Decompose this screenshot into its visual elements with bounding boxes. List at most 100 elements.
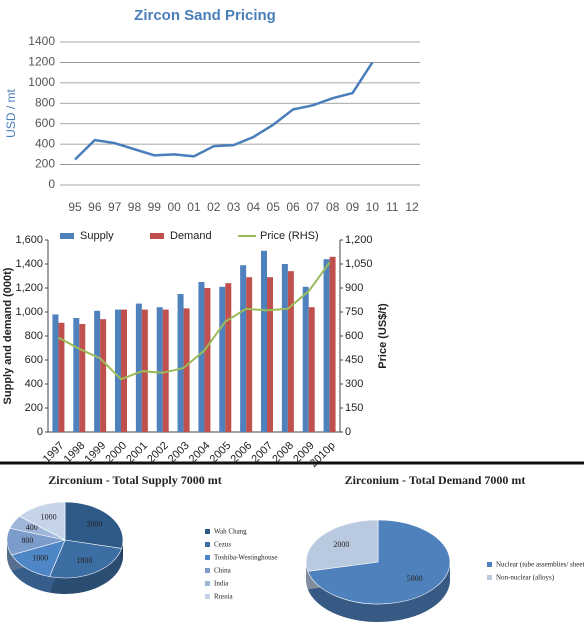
- bar: [94, 310, 101, 432]
- bar: [121, 309, 127, 432]
- x-tick-label: 96: [88, 200, 102, 214]
- slice-label: 5000: [407, 574, 423, 583]
- legend-label: Supply: [80, 230, 114, 242]
- y2-tick-label: 600: [345, 330, 363, 342]
- y2-tick-label: 150: [345, 402, 363, 414]
- y-tick-label: 800: [25, 330, 43, 342]
- slice-label: 1800: [76, 556, 92, 565]
- bar: [162, 309, 169, 432]
- slice-label: 400: [26, 523, 38, 532]
- price-line: [74, 61, 374, 161]
- x-tick-label: 12: [405, 200, 419, 214]
- slice-label: 2000: [86, 519, 102, 528]
- bar: [100, 319, 107, 432]
- bar: [267, 277, 273, 432]
- x-tick-label: 06: [286, 200, 300, 214]
- bar: [281, 264, 288, 432]
- y-axis-label: USD / mt: [4, 89, 18, 138]
- x-tick-label: 01: [187, 200, 201, 214]
- y-tick-label: 200: [25, 402, 43, 414]
- x-tick-label: 00: [167, 200, 181, 214]
- y-tick-label: 400: [25, 378, 43, 390]
- slice: [11, 539, 66, 577]
- legend-swatch: [487, 562, 492, 567]
- legend-swatch: [150, 233, 164, 239]
- bar: [135, 303, 142, 432]
- y-tick-label: 200: [35, 157, 55, 171]
- y-tick-label: 1,200: [15, 282, 43, 294]
- bar: [287, 271, 294, 432]
- price-line: [57, 261, 331, 381]
- bar: [198, 282, 205, 432]
- legend-label: China: [214, 567, 232, 575]
- legend-label: Demand: [170, 230, 212, 242]
- x-tick-label: 03: [227, 200, 241, 214]
- x-tick-label: 07: [306, 200, 320, 214]
- slice: [49, 539, 122, 579]
- y2-tick-label: 900: [345, 282, 363, 294]
- legend-swatch: [487, 575, 492, 580]
- y-tick-label: 1,400: [15, 258, 43, 270]
- legend-label: Price (RHS): [260, 230, 319, 242]
- slice: [305, 519, 379, 572]
- y2-tick-label: 750: [345, 306, 363, 318]
- bar: [302, 286, 309, 432]
- x-tick-label: 09: [346, 200, 360, 214]
- legend-swatch: [205, 594, 210, 599]
- y-tick-label: 1,000: [15, 306, 43, 318]
- bar: [177, 294, 184, 432]
- bar: [115, 309, 121, 432]
- bar: [183, 308, 190, 432]
- x-tick-label: 95: [68, 200, 82, 214]
- legend-swatch: [60, 233, 74, 239]
- y-axis-label: Supply and demand (000t): [2, 267, 14, 404]
- legend-label: Cezus: [214, 541, 231, 549]
- x-tick-label: 11: [386, 200, 399, 214]
- legend-swatch: [205, 581, 210, 586]
- legend-swatch: [205, 529, 210, 534]
- legend-label: Toshiba-Westinghouse: [214, 554, 278, 562]
- chart-title: Zirconium - Total Supply 7000 mt: [48, 473, 221, 487]
- y-tick-label: 1400: [28, 34, 55, 48]
- bar: [73, 318, 80, 432]
- bar: [156, 307, 163, 432]
- bar: [58, 322, 65, 432]
- slice: [64, 501, 124, 549]
- legend-swatch: [205, 555, 210, 560]
- y-tick-label: 0: [37, 426, 43, 438]
- slice-label: 2000: [333, 540, 349, 549]
- y-tick-label: 800: [35, 95, 55, 109]
- slice: [307, 519, 451, 605]
- bar: [52, 314, 59, 432]
- y-tick-label: 1200: [28, 55, 55, 69]
- y-tick-label: 1,600: [15, 234, 43, 246]
- bar: [329, 256, 336, 432]
- y-tick-label: 400: [35, 136, 55, 150]
- x-tick-label: 98: [128, 200, 142, 214]
- y2-tick-label: 300: [345, 378, 363, 390]
- chart-title: Zirconium - Total Demand 7000 mt: [345, 473, 526, 487]
- bar: [308, 307, 315, 432]
- x-tick-label: 97: [108, 200, 122, 214]
- x-tick-label: 05: [267, 200, 281, 214]
- y2-tick-label: 1,200: [345, 234, 373, 246]
- x-tick-label: 08: [326, 200, 340, 214]
- chart-title: Zircon Sand Pricing: [134, 7, 276, 24]
- x-tick-label: 02: [207, 200, 221, 214]
- y2-tick-label: 1,050: [345, 258, 373, 270]
- legend-label: Wah Chang: [214, 528, 247, 536]
- y-tick-label: 0: [48, 177, 55, 191]
- y-tick-label: 600: [35, 116, 55, 130]
- y2-axis-label: Price (US$/t): [377, 303, 389, 369]
- legend-label: Russia: [214, 593, 234, 601]
- bar: [261, 250, 267, 432]
- legend-swatch: [205, 568, 210, 573]
- bar: [225, 283, 232, 432]
- bar: [79, 324, 86, 432]
- bar: [204, 288, 211, 432]
- legend-label: Nuclear (tube assemblies/ sheet): [496, 561, 584, 569]
- slice-label: 1000: [32, 553, 48, 562]
- y2-tick-label: 0: [345, 426, 351, 438]
- x-tick-label: 04: [247, 200, 261, 214]
